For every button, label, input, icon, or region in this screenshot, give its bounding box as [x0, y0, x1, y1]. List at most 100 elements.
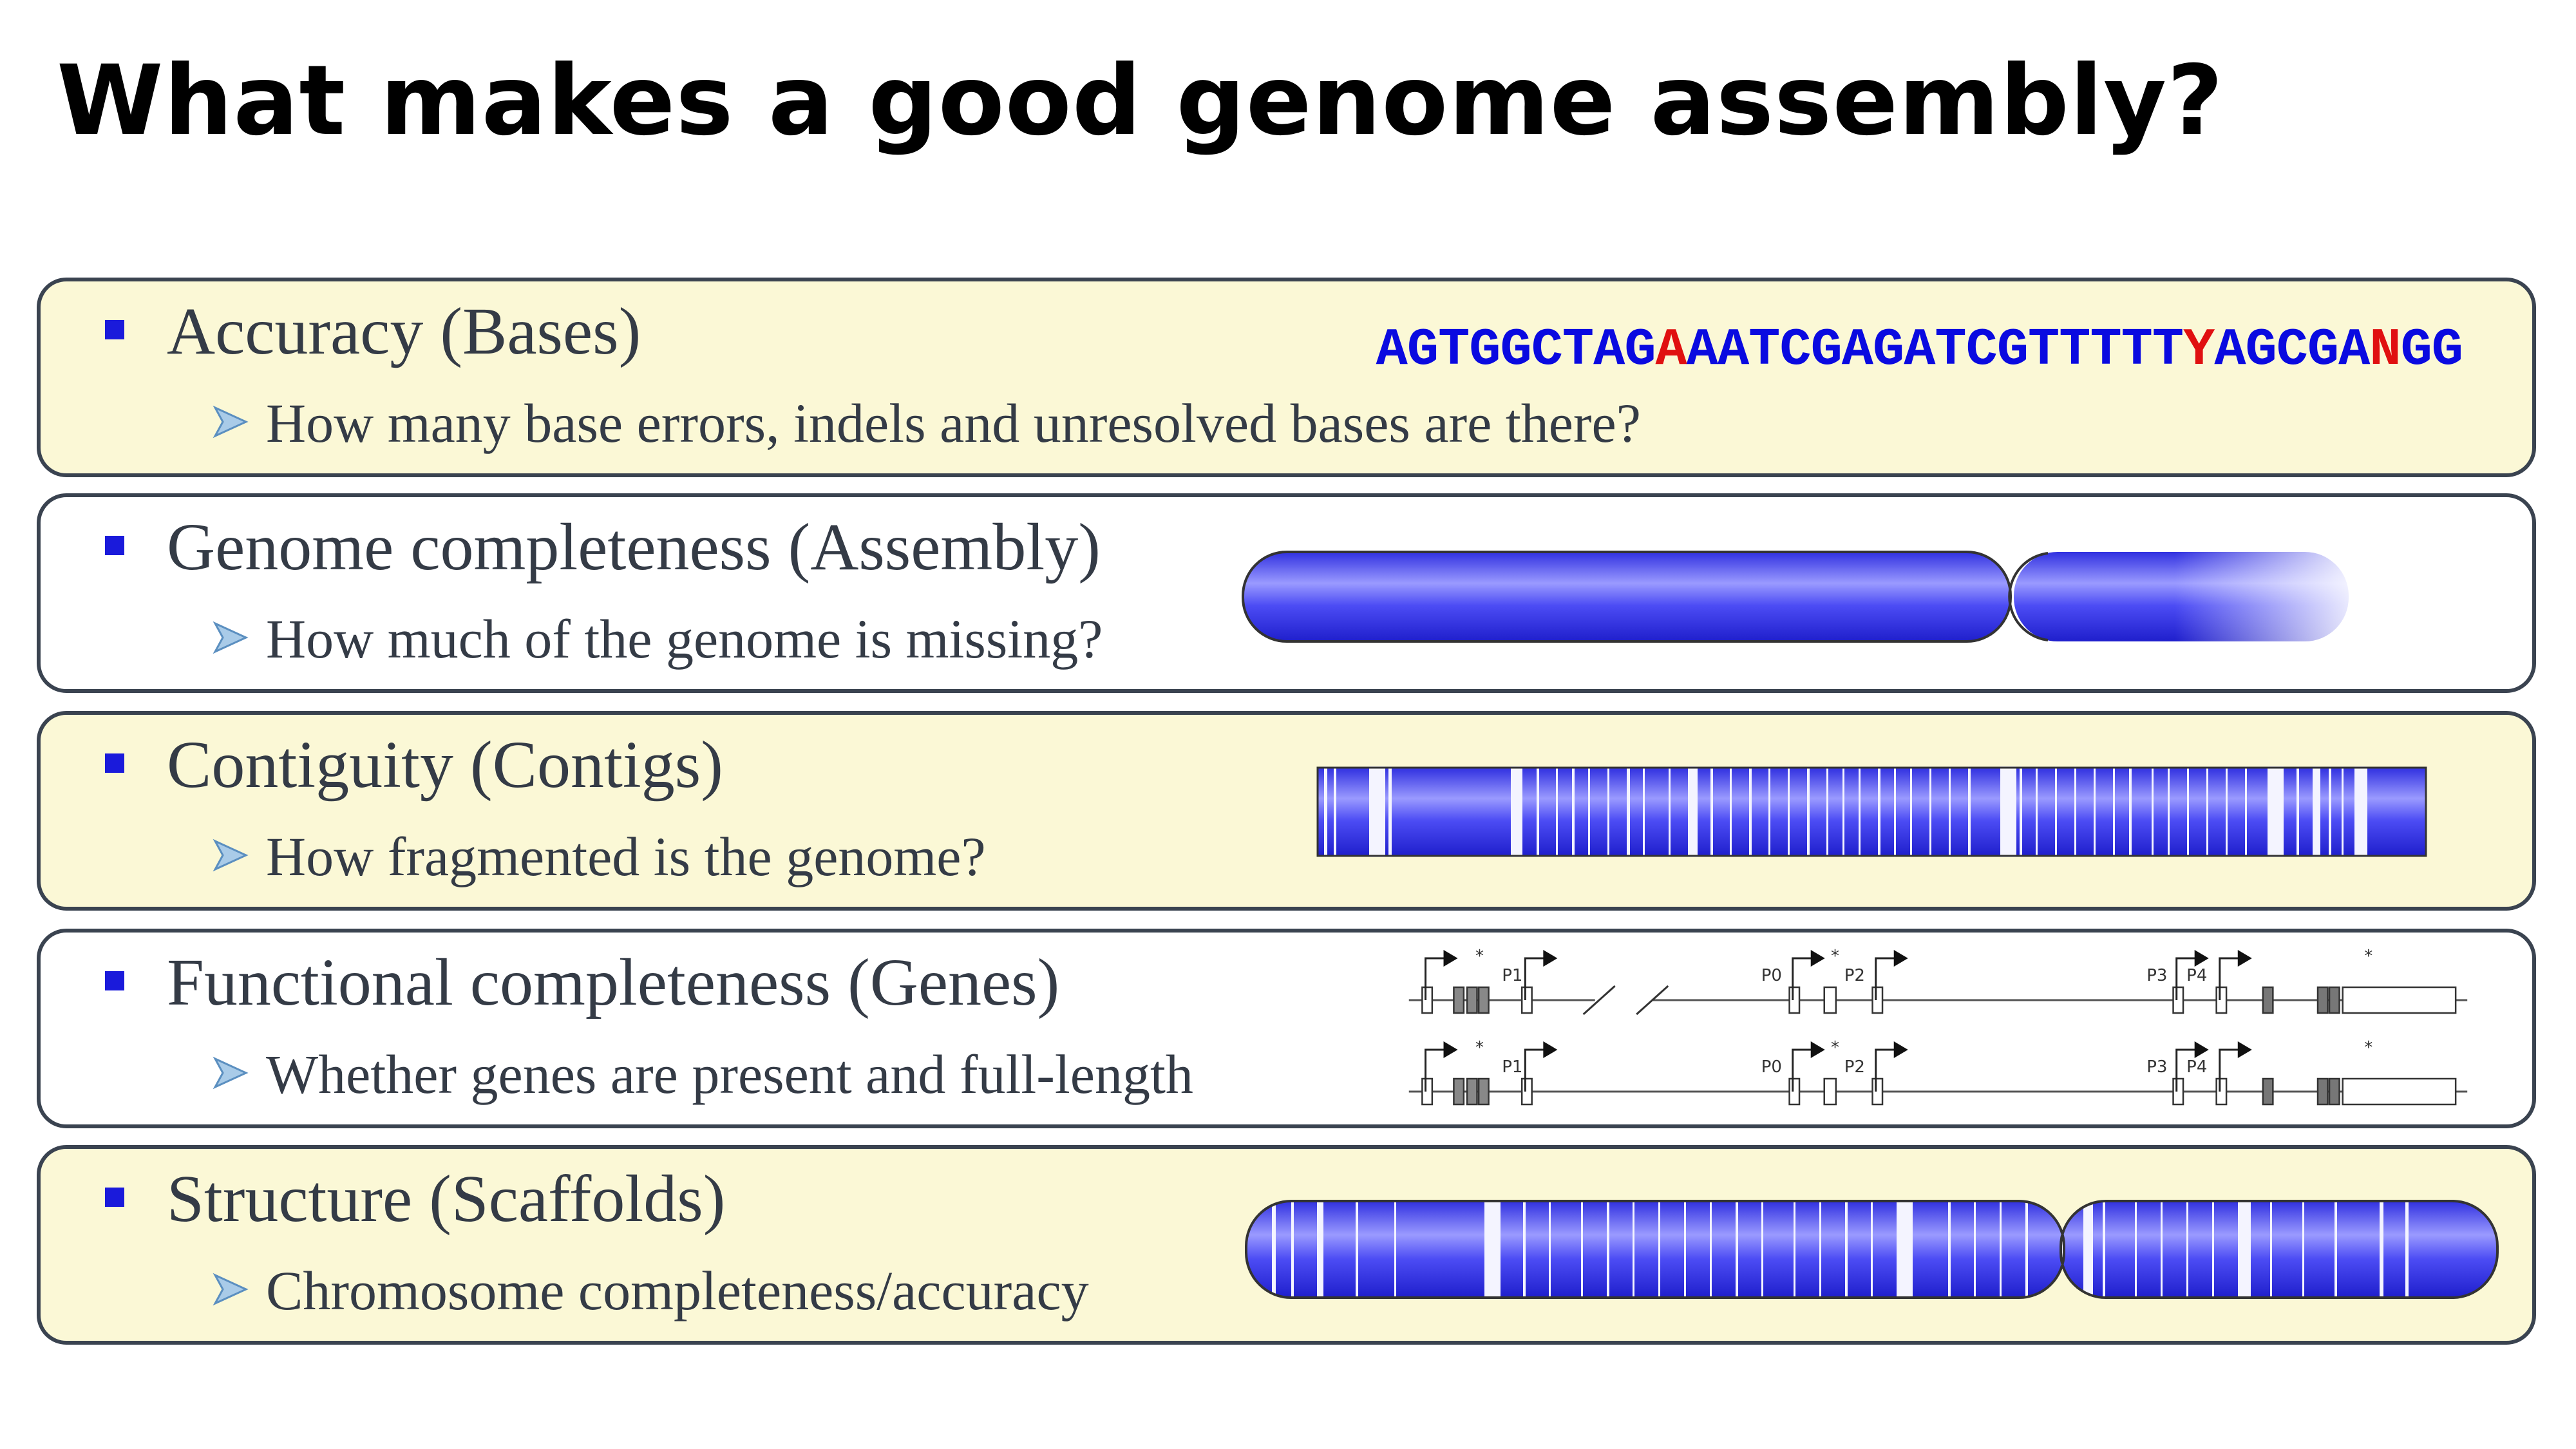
exon: [2172, 1077, 2184, 1106]
exon: [1421, 1077, 1434, 1106]
band-gap: [2206, 766, 2208, 857]
band-gap: [1317, 1201, 1323, 1298]
sequence: AGTGGCTAGAAATCGAGATCGTTTTTYAGCGANGG: [1376, 320, 2463, 380]
sequence-segment: AGTGGCTAG: [1376, 320, 1656, 380]
promoter-arrow: [1792, 1048, 1812, 1092]
band-gap: [1324, 766, 1327, 857]
band-gap: [2083, 1201, 2093, 1298]
band-gap: [1607, 1201, 1609, 1298]
gene-track: P1 P0 P2 P3 P4 * * *: [1408, 1038, 2468, 1106]
exon: [1871, 1077, 1884, 1106]
band-gap: [1394, 1201, 1396, 1298]
exon: [1466, 986, 1478, 1014]
arrow-head: [1893, 950, 1908, 967]
band-gap: [2000, 766, 2016, 857]
row-detail: How much of the genome is missing?: [266, 608, 1103, 670]
band-gap: [1897, 1201, 1913, 1298]
band-gap: [2187, 766, 2189, 857]
band-gap: [1511, 766, 1522, 857]
band-gap: [2000, 1201, 2002, 1298]
row-detail: How many base errors, indels and unresol…: [266, 392, 1641, 454]
band-gap: [1749, 766, 1752, 857]
band-gap: [1894, 766, 1896, 857]
promoter-arrow: [2219, 1048, 2239, 1092]
band-gap: [1826, 766, 1828, 857]
promoter-label: P1: [1502, 966, 1522, 985]
band-gap: [1859, 766, 1861, 857]
band-gap: [2025, 1201, 2028, 1298]
band-gap: [2270, 1201, 2272, 1298]
bullet: [105, 753, 124, 773]
gene-marker: *: [1831, 1038, 1839, 1057]
band-gap: [2380, 1201, 2383, 1298]
band-gap: [1710, 1201, 1712, 1298]
band-gap: [1556, 766, 1558, 857]
band-gap: [1968, 766, 1971, 857]
band-gap: [1537, 766, 1539, 857]
band-gap: [1572, 766, 1575, 857]
band-gap: [1948, 1201, 1951, 1298]
row-heading: Accuracy (Bases): [167, 294, 641, 368]
band-gap: [2226, 766, 2228, 857]
band-gap: [1878, 766, 1880, 857]
arrow-icon: [213, 1273, 249, 1306]
band-fill: [1318, 768, 2426, 856]
band-gap: [1356, 1201, 1358, 1298]
band-gap: [1523, 1201, 1526, 1298]
promoter-label: P0: [1761, 1057, 1782, 1077]
band-gap: [2152, 766, 2154, 857]
exon: [2262, 986, 2274, 1014]
band-gap: [2168, 766, 2170, 857]
sequence-segment: AGCGA: [2214, 320, 2370, 380]
gene-marker: *: [1831, 947, 1839, 966]
band-gap: [1842, 766, 1844, 857]
promoter-label: P4: [2186, 966, 2207, 985]
band-gap: [1929, 766, 1931, 857]
band-gap: [2354, 766, 2367, 857]
band-gap: [2186, 1201, 2188, 1298]
row-heading: Structure (Scaffolds): [167, 1162, 726, 1236]
row-detail: Whether genes are present and full-lengt…: [266, 1043, 1193, 1105]
band-gap: [1688, 766, 1698, 857]
arrow-icon: [213, 838, 249, 872]
band-gap: [1581, 1201, 1583, 1298]
band-gap: [2302, 1201, 2304, 1298]
row-heading: Functional completeness (Genes): [167, 945, 1060, 1019]
exon: [1466, 1077, 1478, 1106]
band-gap: [1710, 766, 1713, 857]
band-gap: [2161, 1201, 2163, 1298]
row-panel: Accuracy (Bases) How many base errors, in…: [37, 278, 2536, 477]
band-gap: [1910, 766, 1912, 857]
band-gap: [1627, 766, 1630, 857]
arrow-icon: [213, 1056, 249, 1090]
bullet: [105, 971, 124, 990]
band-outline: [1316, 766, 2427, 857]
band-gap: [1794, 1201, 1795, 1298]
band-gap: [1658, 1201, 1660, 1298]
band-gap: [2055, 766, 2057, 857]
band-gap: [1588, 766, 1590, 857]
arrow-head: [2194, 950, 2209, 967]
band-gap: [1974, 1201, 1976, 1298]
band-gap: [2103, 1201, 2105, 1298]
band-gap: [2245, 766, 2247, 857]
exon: [2342, 1077, 2457, 1106]
sequence-segment: A: [1655, 320, 1687, 380]
exon: [1453, 1077, 1465, 1106]
sequence-segment: AATCGAGATCGTTTTT: [1686, 320, 2184, 380]
gene-marker: *: [1475, 947, 1484, 966]
exon: [1453, 986, 1465, 1014]
break-mark: [1636, 985, 1669, 1016]
exon: [2262, 1077, 2274, 1106]
band-gap: [1484, 1201, 1501, 1298]
band-gap: [1768, 766, 1770, 857]
promoter-arrow: [2219, 957, 2239, 1000]
arrow-head: [2194, 1041, 2209, 1058]
arrow-head: [1443, 1041, 1458, 1058]
gene-marker: *: [2364, 1038, 2372, 1057]
band-gap: [1807, 766, 1810, 857]
band-gap: [2334, 1201, 2337, 1298]
gene-marker: *: [2364, 947, 2372, 966]
band-gap: [1949, 766, 1951, 857]
